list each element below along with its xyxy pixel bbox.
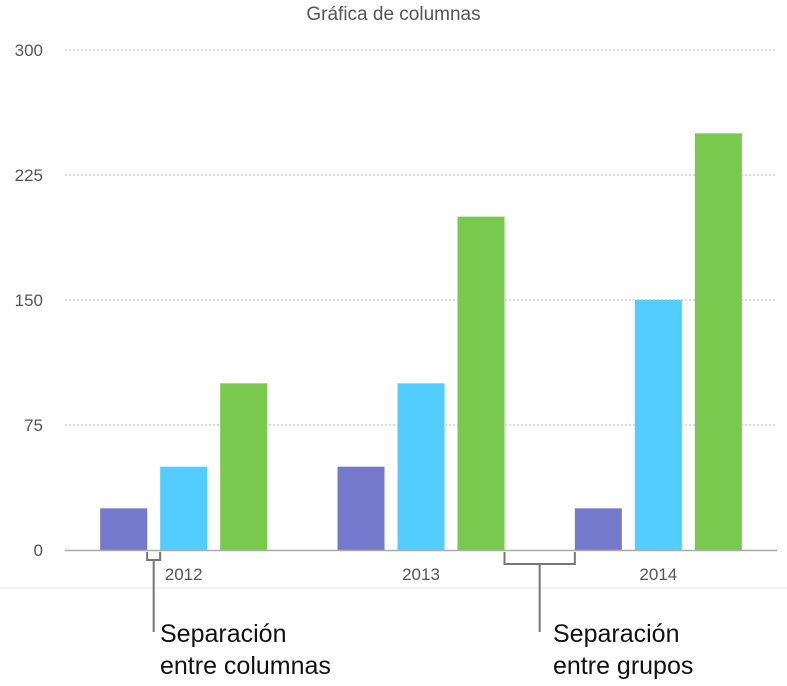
- bar: [337, 466, 385, 550]
- column-gap-line1: Separación: [160, 620, 287, 648]
- group-gap-annotation: Separación entre grupos: [553, 618, 693, 682]
- column-gap-bracket: [146, 552, 162, 632]
- bar: [160, 466, 208, 550]
- bar: [397, 383, 445, 550]
- bar: [457, 216, 505, 550]
- column-gap-line2: entre columnas: [160, 652, 331, 680]
- bar: [574, 508, 622, 550]
- group-gap-bracket: [503, 552, 576, 632]
- x-tick-label: 2013: [402, 565, 440, 584]
- chart-title: Gráfica de columnas: [306, 4, 481, 25]
- bar: [100, 508, 148, 550]
- x-tick-label: 2012: [165, 565, 203, 584]
- x-tick-label: 2014: [639, 565, 677, 584]
- y-tick-label: 225: [15, 166, 43, 185]
- bar: [694, 133, 742, 551]
- y-tick-label: 75: [24, 416, 43, 435]
- y-tick-label: 0: [34, 541, 43, 560]
- group-gap-line2: entre grupos: [553, 652, 694, 680]
- group-gap-line1: Separación: [553, 620, 680, 648]
- column-gap-annotation: Separación entre columnas: [160, 618, 331, 682]
- y-tick-label: 150: [15, 291, 43, 310]
- y-tick-label: 300: [15, 41, 43, 60]
- bar: [220, 383, 268, 550]
- bar: [634, 300, 682, 550]
